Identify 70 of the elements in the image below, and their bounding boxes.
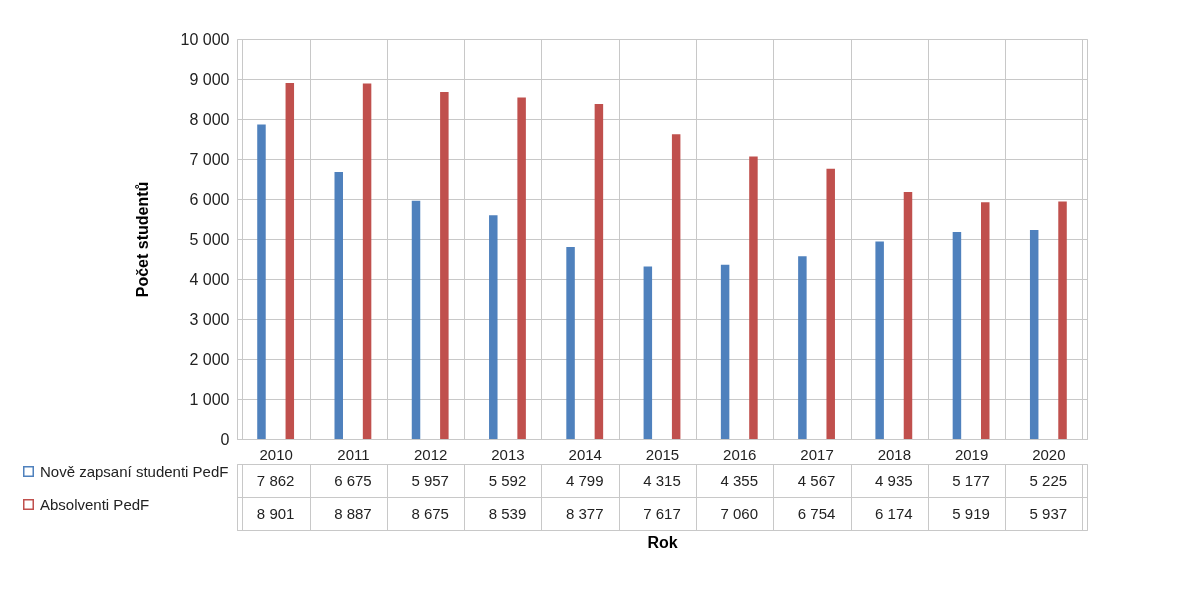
bar bbox=[594, 103, 604, 439]
x-tick-label: 2011 bbox=[337, 445, 370, 463]
data-label: 5 937 bbox=[1029, 504, 1068, 522]
y-tick-label: 6 000 bbox=[189, 190, 230, 208]
x-tick-label: 2013 bbox=[491, 445, 525, 463]
data-label: 6 754 bbox=[797, 504, 836, 522]
y-tick-label: 7 000 bbox=[189, 150, 230, 168]
y-tick-label: 10 000 bbox=[180, 30, 230, 48]
data-label: 5 225 bbox=[1029, 471, 1068, 489]
bar bbox=[257, 124, 266, 439]
y-tick-label: 9 000 bbox=[189, 70, 230, 88]
bar bbox=[671, 134, 681, 439]
bar bbox=[285, 82, 295, 439]
bar bbox=[826, 168, 835, 439]
data-label: 4 935 bbox=[875, 471, 913, 489]
data-label: 7 060 bbox=[720, 504, 759, 522]
data-label: 4 567 bbox=[797, 471, 836, 489]
x-tick-label: 2020 bbox=[1032, 445, 1066, 463]
y-tick-label: 5 000 bbox=[189, 230, 230, 248]
data-label: 5 177 bbox=[952, 471, 990, 489]
y-tick-label: 2 000 bbox=[189, 350, 230, 368]
legend-label: Absolventi PedF bbox=[40, 495, 150, 513]
data-label: 4 315 bbox=[643, 471, 681, 489]
x-tick-label: 2010 bbox=[259, 445, 293, 463]
data-label: 8 377 bbox=[565, 504, 604, 522]
data-label: 5 919 bbox=[952, 504, 990, 522]
bar bbox=[952, 231, 962, 439]
data-label: 8 539 bbox=[488, 504, 527, 522]
x-tick-label: 2014 bbox=[568, 445, 602, 463]
data-label: 5 957 bbox=[411, 471, 449, 489]
data-label: 4 799 bbox=[565, 471, 604, 489]
bar bbox=[517, 97, 526, 439]
bar bbox=[720, 264, 730, 439]
bar bbox=[440, 92, 449, 439]
y-tick-label: 0 bbox=[220, 430, 230, 448]
bar bbox=[643, 266, 653, 439]
x-tick-label: 2019 bbox=[954, 445, 989, 463]
x-tick-label: 2018 bbox=[877, 445, 912, 463]
legend-label: Nově zapsaní studenti PedF bbox=[40, 462, 229, 480]
data-label: 8 887 bbox=[334, 504, 372, 522]
y-axis-title: Počet studentů bbox=[133, 181, 151, 298]
data-label: 7 862 bbox=[256, 471, 295, 489]
data-label: 6 675 bbox=[334, 471, 372, 489]
y-tick-label: 1 000 bbox=[189, 390, 230, 408]
bar bbox=[334, 172, 343, 439]
x-axis-title: Rok bbox=[647, 533, 678, 551]
bar bbox=[903, 192, 913, 439]
y-tick-label: 8 000 bbox=[189, 110, 230, 128]
data-label: 6 174 bbox=[875, 504, 913, 522]
x-tick-label: 2012 bbox=[413, 445, 448, 463]
data-label: 8 901 bbox=[256, 504, 295, 522]
bar bbox=[875, 241, 884, 439]
bar bbox=[1058, 201, 1067, 439]
data-label: 8 675 bbox=[411, 504, 449, 522]
bar bbox=[411, 200, 421, 439]
x-tick-label: 2015 bbox=[645, 445, 680, 463]
bar bbox=[798, 256, 807, 439]
y-tick-label: 4 000 bbox=[189, 270, 230, 288]
bar bbox=[1029, 230, 1039, 439]
y-tick-label: 3 000 bbox=[189, 310, 230, 328]
data-label: 4 355 bbox=[720, 471, 759, 489]
x-tick-label: 2017 bbox=[800, 445, 834, 463]
data-label: 5 592 bbox=[488, 471, 527, 489]
bar bbox=[362, 83, 372, 439]
bar bbox=[489, 215, 498, 439]
bar bbox=[566, 247, 575, 439]
bar bbox=[981, 202, 990, 439]
data-label: 7 617 bbox=[643, 504, 681, 522]
x-tick-label: 2016 bbox=[723, 445, 757, 463]
bar bbox=[749, 156, 758, 439]
